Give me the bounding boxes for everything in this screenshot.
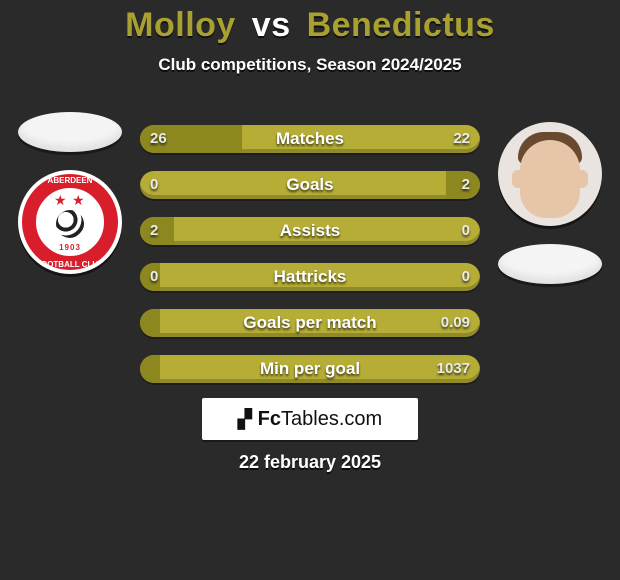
player1-club-crest: ABERDEEN FOOTBALL CLUB ★ ★ 1903	[18, 170, 122, 274]
fctables-logo-text: FcTables.com	[258, 408, 383, 431]
stat-label: Hattricks	[140, 263, 480, 291]
stat-value-right: 0.09	[441, 309, 470, 337]
right-column	[490, 122, 610, 284]
player1-name: Molloy	[125, 6, 236, 44]
stat-bar-row: Goals per match0.09	[140, 309, 480, 337]
stat-bar-row: 0Goals2	[140, 171, 480, 199]
branding-badge: ▞ FcTables.com	[202, 398, 418, 440]
stat-value-right: 0	[462, 217, 470, 245]
crest-text-top: ABERDEEN	[18, 176, 122, 185]
comparison-title: Molloy vs Benedictus	[0, 0, 620, 45]
left-column: ABERDEEN FOOTBALL CLUB ★ ★ 1903	[10, 112, 130, 274]
vs-label: vs	[252, 6, 291, 44]
player1-placeholder-ellipse	[18, 112, 122, 152]
stat-value-right: 1037	[437, 355, 470, 383]
stat-label: Goals	[140, 171, 480, 199]
stat-bar-row: 26Matches22	[140, 125, 480, 153]
star-icon: ★	[54, 192, 67, 209]
crest-year: 1903	[18, 243, 122, 252]
player2-name: Benedictus	[307, 6, 495, 44]
date-label: 22 february 2025	[0, 452, 620, 473]
fctables-logo-icon: ▞	[238, 409, 252, 430]
logo-prefix: Fc	[258, 408, 281, 430]
stat-label: Assists	[140, 217, 480, 245]
logo-suffix: .com	[339, 408, 382, 430]
stat-bar-row: Min per goal1037	[140, 355, 480, 383]
stat-value-right: 2	[462, 171, 470, 199]
stat-label: Matches	[140, 125, 480, 153]
stat-bar-row: 0Hattricks0	[140, 263, 480, 291]
stat-value-right: 0	[462, 263, 470, 291]
stat-bar-row: 2Assists0	[140, 217, 480, 245]
stat-value-right: 22	[453, 125, 470, 153]
player2-photo	[498, 122, 602, 226]
star-icon: ★	[72, 192, 85, 209]
logo-main: Tables	[281, 408, 339, 430]
stat-bars: 26Matches220Goals22Assists00Hattricks0Go…	[140, 125, 480, 401]
crest-text-bottom: FOOTBALL CLUB	[18, 260, 122, 269]
subtitle: Club competitions, Season 2024/2025	[0, 55, 620, 75]
stat-label: Goals per match	[140, 309, 480, 337]
player2-club-placeholder-ellipse	[498, 244, 602, 284]
stat-label: Min per goal	[140, 355, 480, 383]
football-icon	[56, 210, 84, 238]
